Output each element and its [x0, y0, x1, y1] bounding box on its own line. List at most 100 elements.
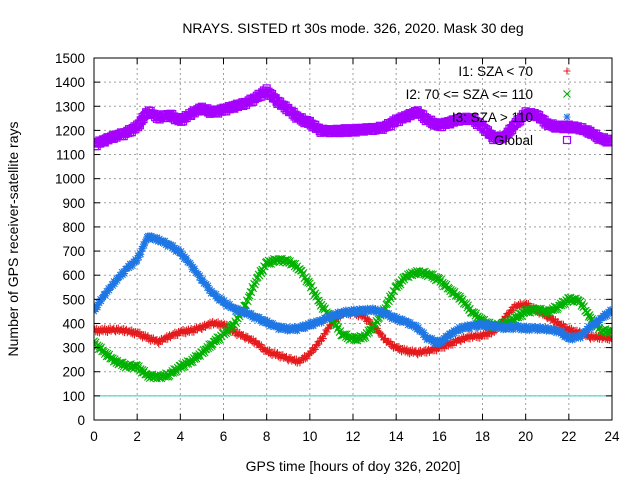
data-marker	[226, 300, 234, 308]
data-marker	[559, 330, 567, 338]
data-marker	[362, 307, 370, 315]
data-marker	[293, 327, 301, 335]
data-marker	[323, 328, 331, 336]
data-marker	[320, 314, 328, 322]
y-tick-label: 1100	[56, 148, 85, 163]
data-marker	[153, 233, 161, 241]
data-marker	[249, 284, 258, 293]
data-marker	[214, 293, 222, 301]
x-tick-label: 8	[263, 429, 271, 444]
data-marker	[244, 293, 253, 302]
data-point	[608, 328, 612, 336]
data-marker	[129, 262, 137, 270]
data-marker	[415, 323, 423, 331]
data-marker	[484, 322, 492, 330]
chart-title: NRAYS. SISTED rt 30s mode. 326, 2020. Ma…	[182, 20, 523, 36]
data-marker	[204, 282, 212, 290]
data-marker	[203, 284, 211, 292]
data-marker	[115, 273, 123, 281]
y-tick-label: 300	[62, 341, 85, 356]
data-point	[111, 356, 120, 365]
data-marker	[514, 325, 522, 333]
data-marker	[195, 274, 203, 282]
y-tick-label: 400	[62, 316, 85, 331]
data-marker	[186, 259, 194, 267]
data-marker	[535, 325, 543, 333]
data-point	[133, 257, 141, 265]
data-marker	[199, 275, 207, 283]
data-marker	[305, 277, 313, 286]
y-tick-label: 100	[62, 389, 85, 404]
y-tick-label: 0	[77, 413, 85, 428]
legend: I1: SZA < 70 I2: 70 <= SZA <= 110 I3: SZA …	[406, 64, 572, 148]
data-marker	[595, 318, 603, 326]
data-marker	[296, 324, 304, 332]
data-marker	[473, 321, 481, 329]
data-marker	[311, 345, 319, 353]
data-marker	[580, 330, 588, 338]
x-tick-label: 2	[133, 429, 141, 444]
data-marker	[169, 241, 177, 249]
data-marker	[578, 331, 586, 339]
data-marker	[258, 319, 266, 327]
data-marker	[585, 311, 594, 319]
data-point	[101, 290, 109, 298]
data-marker	[437, 339, 445, 347]
data-marker	[111, 280, 119, 288]
data-marker	[594, 319, 602, 327]
data-marker	[379, 331, 387, 339]
data-marker	[261, 316, 269, 324]
data-marker	[519, 325, 527, 333]
x-tick-label: 20	[518, 429, 533, 444]
data-marker	[607, 136, 612, 145]
data-marker	[588, 323, 596, 331]
legend-label: I2: 70 <= SZA <= 110	[406, 87, 533, 102]
data-marker	[191, 264, 199, 272]
data-marker	[606, 328, 612, 337]
data-marker	[212, 290, 220, 298]
x-axis-label: GPS time [hours of doy 326, 2020]	[246, 458, 461, 474]
data-marker	[439, 338, 447, 346]
data-marker	[222, 299, 230, 307]
data-point	[479, 322, 486, 330]
x-tick-label: 0	[90, 429, 98, 444]
data-marker	[266, 322, 274, 330]
x-tick-label: 10	[302, 429, 317, 444]
data-marker	[97, 297, 105, 305]
data-marker	[113, 277, 121, 285]
data-marker	[549, 327, 557, 335]
series-2	[94, 232, 612, 348]
y-tick-label: 1400	[55, 75, 85, 90]
data-point	[586, 324, 594, 332]
y-tick-label: 1500	[55, 51, 85, 66]
data-marker	[328, 310, 336, 318]
data-marker	[319, 335, 327, 343]
x-tick-label: 22	[561, 429, 576, 444]
y-tick-label: 1300	[55, 99, 85, 114]
legend-label: I3: SZA > 110	[452, 110, 533, 125]
data-point	[176, 249, 184, 257]
data-marker	[107, 283, 115, 291]
data-marker	[336, 312, 344, 320]
data-marker	[137, 250, 145, 258]
data-marker	[99, 293, 107, 301]
x-tick-label: 18	[475, 429, 490, 444]
data-marker	[299, 321, 307, 329]
data-marker	[102, 292, 110, 300]
data-point	[608, 334, 612, 342]
legend-label: I1: SZA < 70	[458, 64, 533, 79]
data-marker	[352, 306, 360, 314]
data-marker	[607, 308, 612, 316]
data-marker	[535, 304, 544, 313]
x-tick-label: 12	[345, 429, 360, 444]
legend-marker	[563, 67, 571, 75]
data-marker	[177, 247, 185, 255]
data-marker	[552, 329, 560, 337]
data-marker	[367, 305, 375, 313]
data-marker	[171, 244, 179, 252]
data-point	[435, 340, 443, 348]
data-marker	[447, 332, 455, 340]
x-tick-label: 6	[220, 429, 228, 444]
legend-label: Global	[494, 133, 533, 148]
